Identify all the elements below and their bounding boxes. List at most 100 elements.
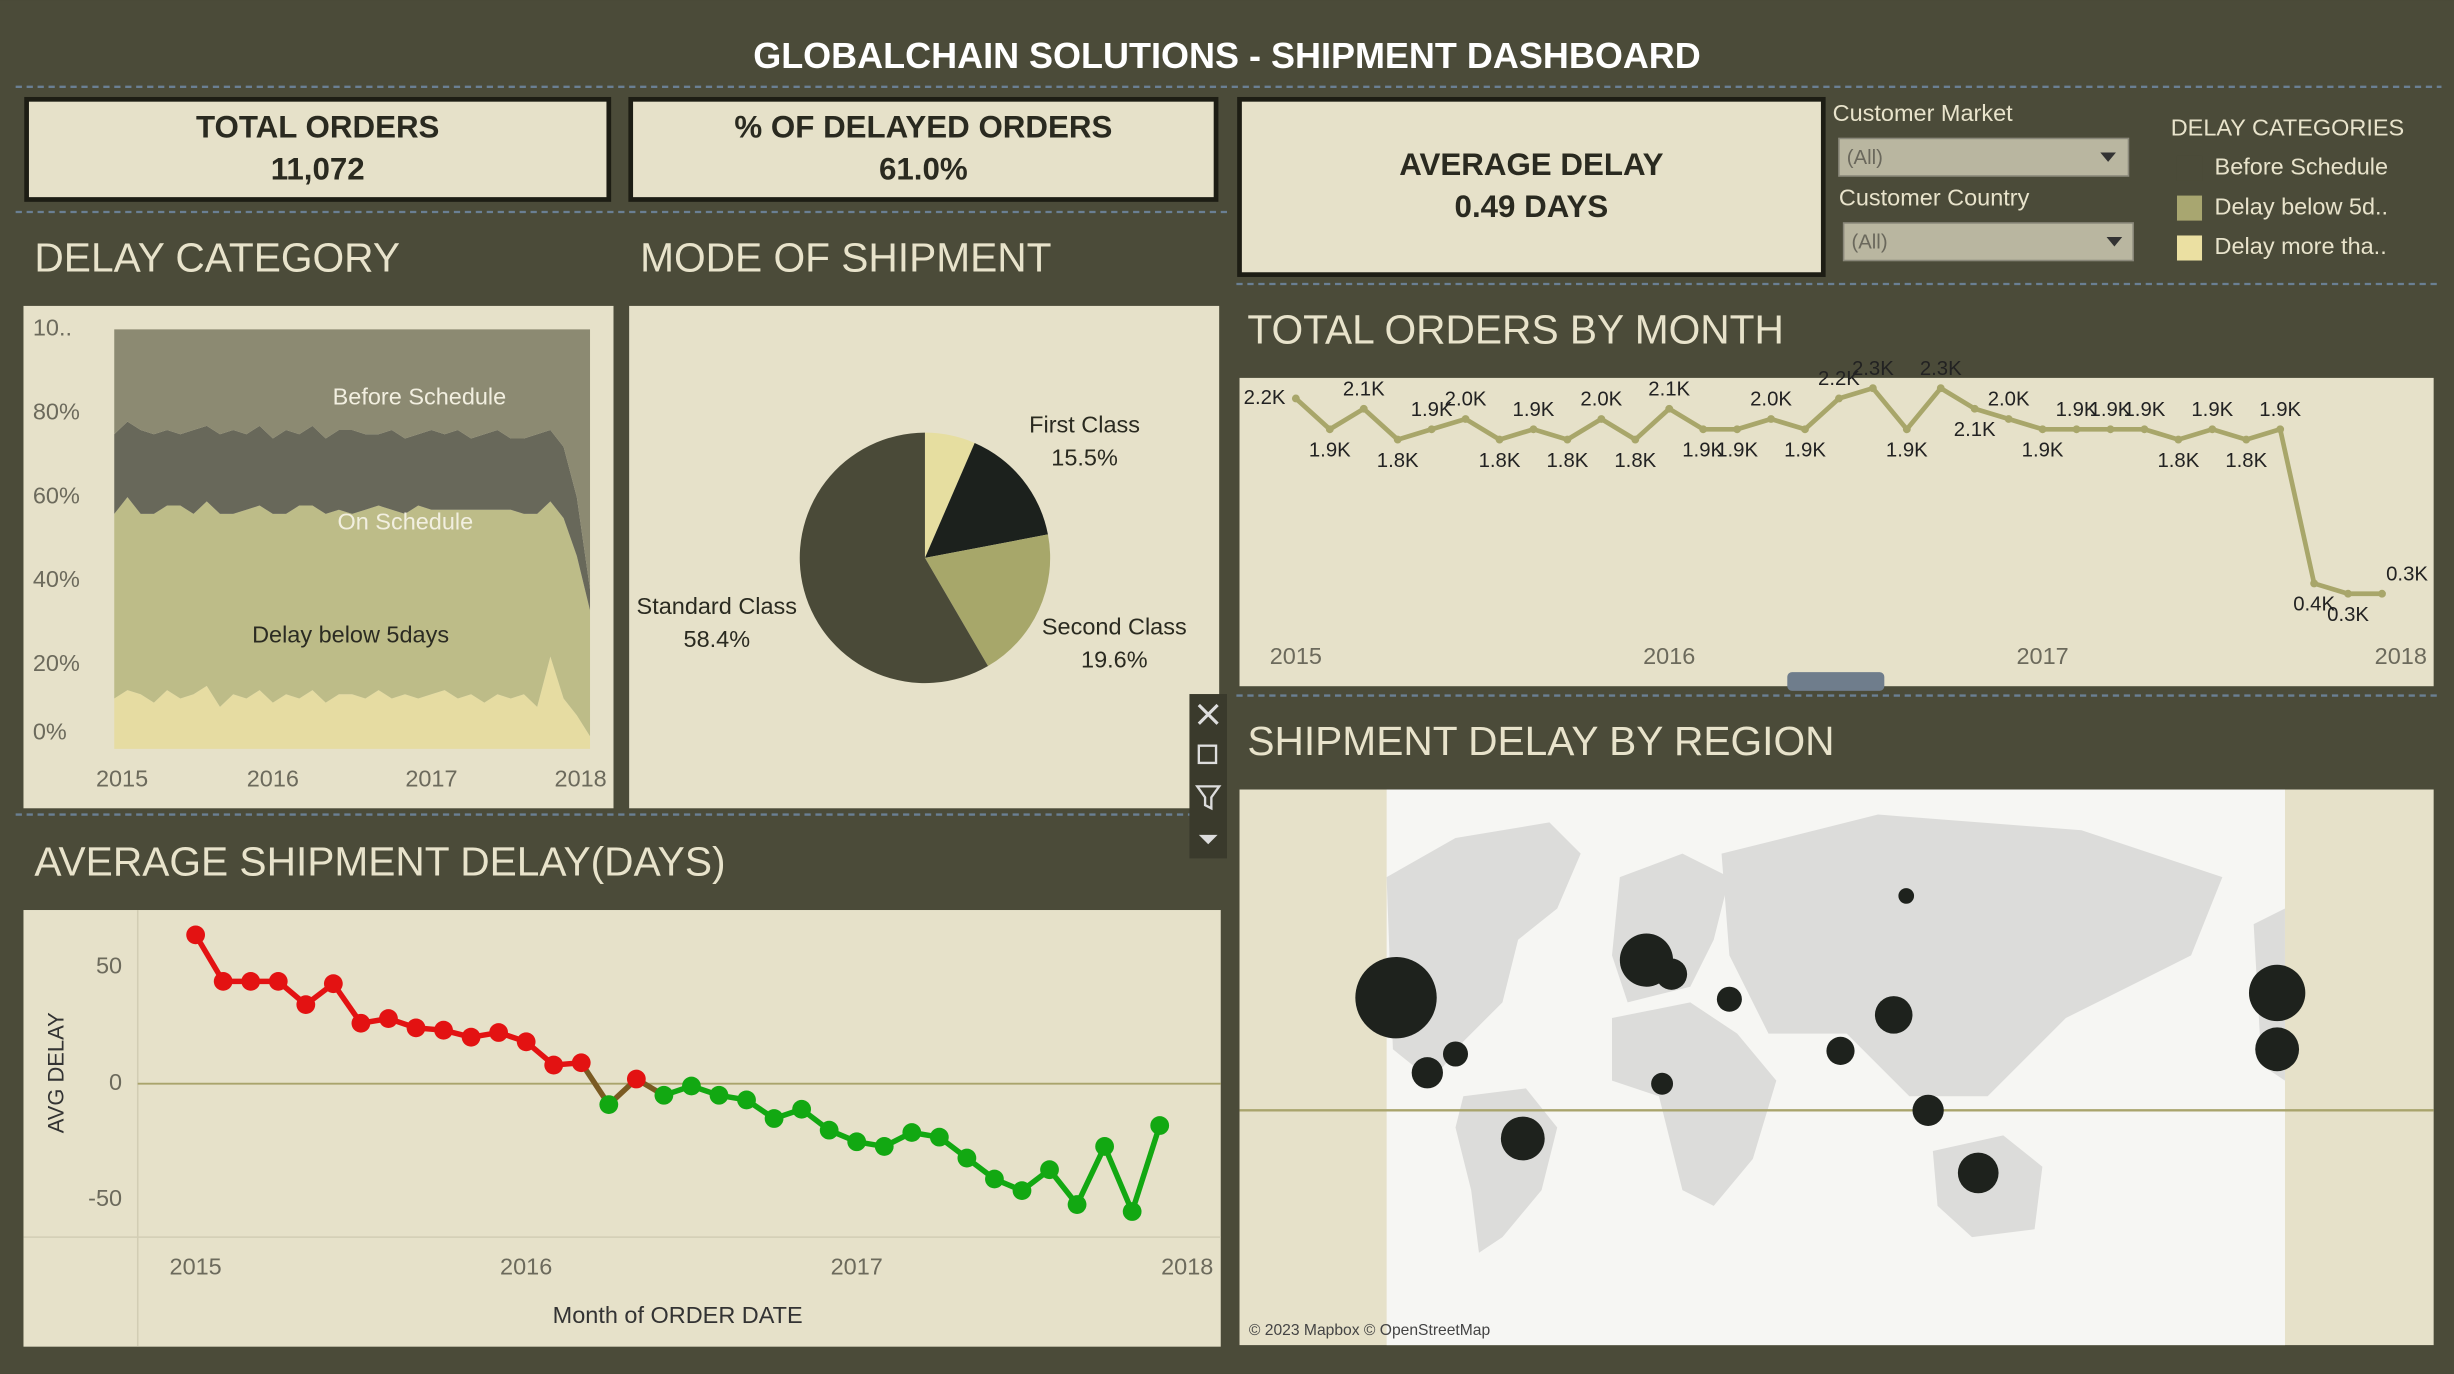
section-title: TOTAL ORDERS BY MONTH xyxy=(1247,306,1784,352)
map-attribution: © 2023 Mapbox © OpenStreetMap xyxy=(1249,1322,1491,1339)
point xyxy=(1359,404,1368,413)
filter-label: Customer Country xyxy=(1839,185,2030,211)
x-tick-label: 2018 xyxy=(555,765,607,791)
area xyxy=(114,656,591,749)
point xyxy=(1835,394,1843,403)
slice-label: First Class xyxy=(1029,412,1140,438)
x-tick-label: 2018 xyxy=(2375,643,2427,669)
y-tick-label: 0% xyxy=(33,718,67,744)
point xyxy=(682,1076,701,1096)
pie-slice xyxy=(924,534,1051,667)
data-label: 1.8K xyxy=(1614,450,1656,472)
area xyxy=(114,497,591,737)
dropdown[interactable] xyxy=(1838,137,2130,177)
kpi-value: 61.0% xyxy=(879,152,968,187)
point xyxy=(1767,415,1775,423)
data-label: 0.3K xyxy=(2327,604,2369,626)
point xyxy=(1665,404,1674,413)
legend-label: Before Schedule xyxy=(2215,153,2389,179)
point xyxy=(1040,1160,1059,1180)
data-label: 2.1K xyxy=(1648,378,1690,400)
slice-label: Second Class xyxy=(1042,614,1187,640)
kpi-label: % OF DELAYED ORDERS xyxy=(734,109,1112,144)
separators xyxy=(15,85,2442,816)
pie-slice xyxy=(924,432,975,558)
point xyxy=(2276,425,2285,434)
data-label: 1.9K xyxy=(2090,399,2132,421)
point xyxy=(323,974,343,994)
point xyxy=(764,1109,784,1128)
point xyxy=(1970,404,1979,413)
point xyxy=(1012,1181,1032,1201)
panel xyxy=(23,910,1221,1347)
kpi-label: TOTAL ORDERS xyxy=(196,109,439,144)
data-label: 1.9K xyxy=(1716,440,1758,462)
point xyxy=(1936,384,1945,393)
point xyxy=(544,1055,564,1075)
data-label: 1.9K xyxy=(1309,440,1351,462)
point xyxy=(1393,435,1402,444)
x-tick-label: 2016 xyxy=(500,1254,552,1280)
data-label: 1.9K xyxy=(2191,399,2233,421)
point xyxy=(2038,425,2047,434)
kpi-card xyxy=(628,96,1219,202)
point xyxy=(2140,425,2149,434)
data-label: 0.3K xyxy=(2386,563,2428,585)
point xyxy=(819,1120,839,1140)
point xyxy=(2174,435,2183,444)
point xyxy=(1495,435,1504,444)
data-label: 2.3K xyxy=(1852,358,1894,380)
dropdown-value: (All) xyxy=(1851,232,1887,254)
y-tick-label: 80% xyxy=(33,398,80,424)
point xyxy=(1801,425,1809,434)
data-label: 1.9K xyxy=(2123,399,2165,421)
data-label: 1.8K xyxy=(1377,450,1419,472)
kpi-label: AVERAGE DELAY xyxy=(1399,147,1663,182)
section-title: AVERAGE SHIPMENT DELAY(DAYS) xyxy=(34,838,725,884)
point xyxy=(2310,579,2319,588)
slice-value: 58.4% xyxy=(684,626,751,652)
x-tick-label: 2017 xyxy=(831,1254,883,1280)
point xyxy=(461,1027,481,1047)
data-label: 2.0K xyxy=(1580,389,1622,411)
kpi-card xyxy=(24,96,612,202)
y-tick-label: -50 xyxy=(88,1185,122,1211)
point xyxy=(847,1132,867,1152)
dashboard-title: GLOBALCHAIN SOLUTIONS - SHIPMENT DASHBOA… xyxy=(753,35,1701,76)
point xyxy=(351,1013,371,1033)
legend-label: Delay more tha.. xyxy=(2215,233,2387,259)
point xyxy=(2106,425,2115,434)
line-segment xyxy=(1074,1145,1108,1206)
point xyxy=(1427,425,1436,434)
y-tick-label: 50 xyxy=(96,953,122,979)
panel xyxy=(1239,377,2434,687)
slice-value: 19.6% xyxy=(1081,646,1148,672)
y-tick-label: 0 xyxy=(109,1069,122,1095)
point xyxy=(985,1169,1004,1189)
dropdown[interactable] xyxy=(1842,222,2134,262)
data-label: 1.9K xyxy=(1886,440,1928,462)
point xyxy=(379,1009,398,1028)
y-tick-label: 10.. xyxy=(33,315,72,341)
point xyxy=(929,1127,949,1147)
x-tick-label: 2015 xyxy=(96,765,148,791)
point xyxy=(2344,589,2352,598)
data-label: 1.9K xyxy=(1411,399,1453,421)
legend-swatch xyxy=(2176,155,2203,181)
data-label: 0.4K xyxy=(2293,594,2335,616)
point xyxy=(1631,435,1640,444)
point xyxy=(874,1137,894,1156)
resize-handle[interactable] xyxy=(1787,672,1885,691)
y-tick-label: 20% xyxy=(33,650,80,676)
data-label: 2.2K xyxy=(1244,387,1286,409)
point xyxy=(1461,415,1470,423)
point xyxy=(1067,1195,1087,1214)
point xyxy=(654,1085,674,1105)
data-label: 1.9K xyxy=(2022,440,2064,462)
section-title: SHIPMENT DELAY BY REGION xyxy=(1247,718,1834,764)
section-title: DELAY CATEGORY xyxy=(34,234,400,280)
kpi-card xyxy=(1237,96,1826,277)
point xyxy=(241,971,261,991)
point xyxy=(2242,435,2251,444)
data-label: 2.2K xyxy=(1818,368,1860,390)
